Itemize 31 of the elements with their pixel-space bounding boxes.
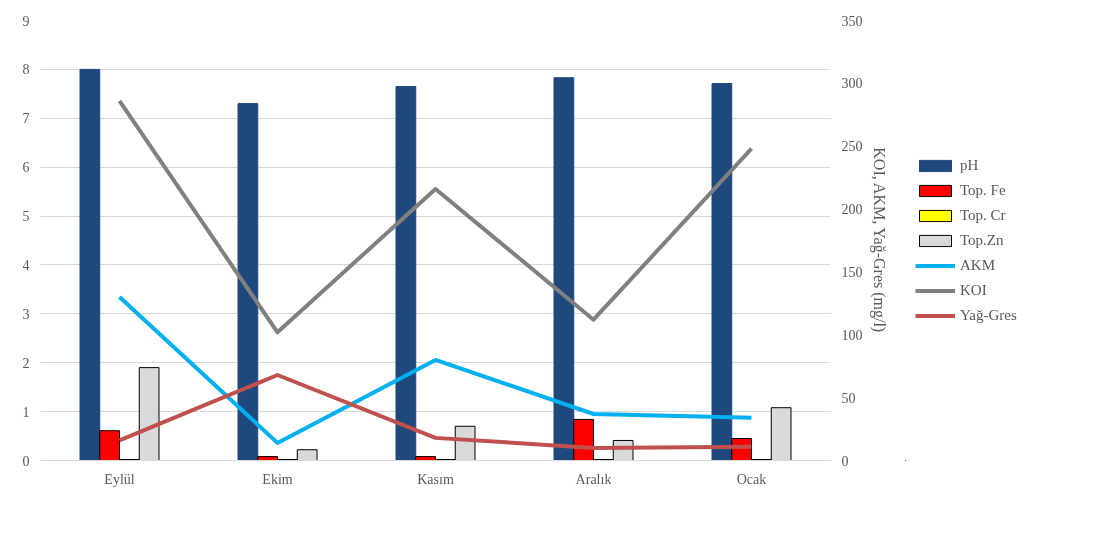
- x-tick-label: Ekim: [262, 471, 293, 487]
- legend-label: Top. Fe: [960, 181, 1006, 199]
- legend-label: Yağ-Gres: [960, 306, 1017, 324]
- y-tick-label: 9: [22, 13, 30, 29]
- y-tick-label: 2: [22, 355, 30, 371]
- x-tick-label: Aralık: [575, 471, 612, 487]
- y2-tick-label: 200: [841, 202, 863, 218]
- x-tick-label: Eylül: [104, 471, 135, 487]
- legend-label: Top. Cr: [960, 206, 1006, 224]
- y2-axis-title: KOI, AKM, Yağ-Gres (mg/l): [869, 147, 888, 333]
- y2-tick-label: 300: [841, 76, 863, 92]
- legend-label: Top.Zn: [960, 231, 1004, 249]
- y2-tick-label: 250: [841, 139, 863, 155]
- y-tick-label: 0: [22, 453, 30, 469]
- y2-tick-label: 50: [841, 390, 856, 406]
- legend-label: pH: [960, 156, 980, 174]
- y2-tick-label: 150: [841, 264, 863, 280]
- y2-tick-label: 0: [841, 453, 849, 469]
- y2-tick-label: 350: [841, 13, 863, 29]
- y2-tick-label: 100: [841, 327, 863, 343]
- x-tick-label: Kasım: [417, 471, 454, 487]
- y-tick-label: 5: [22, 209, 30, 225]
- y-tick-label: 3: [22, 306, 30, 322]
- y-tick-label: 1: [22, 404, 30, 420]
- x-tick-label: Ocak: [736, 471, 767, 487]
- y-tick-label: 6: [22, 160, 30, 176]
- y-tick-label: 7: [22, 111, 30, 127]
- legend-label: AKM: [960, 256, 996, 274]
- y-tick-label: 4: [22, 257, 30, 273]
- y-tick-label: 8: [22, 62, 30, 78]
- legend-label: KOI: [960, 281, 987, 299]
